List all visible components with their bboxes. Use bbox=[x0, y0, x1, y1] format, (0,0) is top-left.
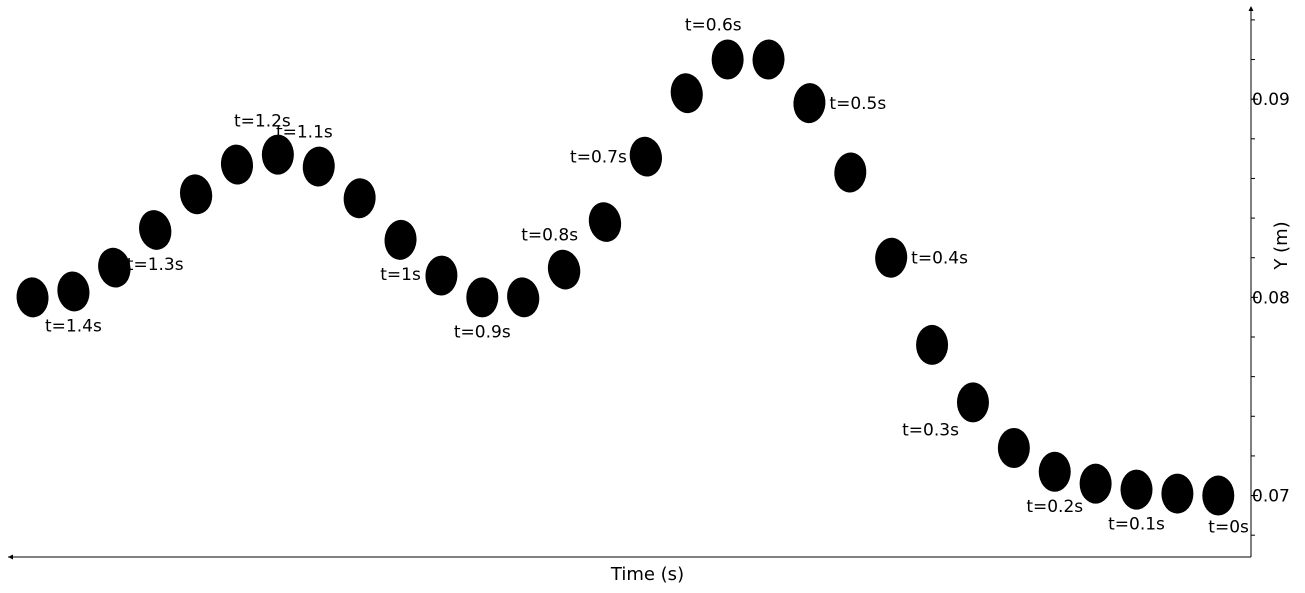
data-point bbox=[98, 247, 131, 288]
data-point bbox=[711, 39, 744, 80]
data-point bbox=[670, 73, 703, 114]
y-tick-label: 0.08 bbox=[1252, 288, 1290, 308]
y-tick-label: 0.09 bbox=[1252, 90, 1290, 110]
time-annotation: t=0.6s bbox=[685, 16, 742, 36]
data-point bbox=[956, 382, 989, 423]
data-point bbox=[1079, 463, 1112, 504]
data-point bbox=[425, 255, 458, 296]
point-annotations: t=0s t=0.1s t=0.2s t=0.3s t=0.4s t=0.5s t=0.6s… bbox=[45, 16, 1249, 538]
time-annotation: t=0.8s bbox=[521, 226, 578, 246]
time-annotation: t=0.9s bbox=[454, 322, 511, 342]
axes: 0.07 0.08 0.09 Time (s) Y (m) bbox=[8, 6, 1292, 585]
data-point bbox=[57, 271, 90, 312]
time-annotation: t=0.4s bbox=[911, 249, 968, 269]
data-point bbox=[507, 277, 540, 318]
data-point bbox=[1202, 475, 1235, 516]
data-point bbox=[752, 39, 785, 80]
time-annotation: t=0.7s bbox=[570, 148, 627, 168]
data-point bbox=[547, 249, 581, 290]
data-point bbox=[179, 174, 213, 215]
time-annotation: t=1.3s bbox=[127, 255, 184, 275]
time-annotation: t=0.3s bbox=[902, 420, 959, 440]
data-point bbox=[875, 237, 908, 278]
data-point bbox=[997, 427, 1030, 468]
data-point bbox=[466, 277, 499, 318]
data-point bbox=[384, 219, 417, 260]
x-axis-title: Time (s) bbox=[610, 564, 684, 585]
data-point bbox=[343, 178, 376, 219]
data-point bbox=[16, 277, 49, 318]
data-point bbox=[588, 202, 622, 242]
data-point bbox=[139, 210, 172, 250]
data-point bbox=[302, 146, 335, 187]
data-point bbox=[834, 152, 867, 193]
time-annotation: t=0.1s bbox=[1108, 515, 1165, 535]
y-axis-title: Y (m) bbox=[1271, 221, 1292, 270]
y-axis-arrow bbox=[1248, 6, 1254, 11]
x-axis-arrow bbox=[8, 554, 13, 560]
data-point bbox=[916, 324, 949, 365]
data-point bbox=[261, 134, 294, 175]
data-point bbox=[629, 136, 662, 177]
time-annotation: t=0.5s bbox=[829, 94, 886, 114]
time-annotation: t=1.4s bbox=[45, 316, 102, 336]
time-annotation: t=0.2s bbox=[1026, 497, 1083, 517]
data-points bbox=[16, 39, 1235, 516]
time-annotation: t=0s bbox=[1208, 518, 1249, 538]
data-point bbox=[1120, 469, 1153, 510]
data-point bbox=[220, 144, 254, 185]
time-annotation: t=1.1s bbox=[276, 123, 333, 143]
time-annotation: t=1.2s bbox=[234, 112, 291, 132]
time-annotation: t=1s bbox=[380, 265, 421, 285]
data-point bbox=[1038, 451, 1071, 492]
data-point bbox=[1161, 473, 1194, 514]
y-tick-label: 0.07 bbox=[1252, 487, 1290, 507]
data-point bbox=[793, 83, 826, 124]
